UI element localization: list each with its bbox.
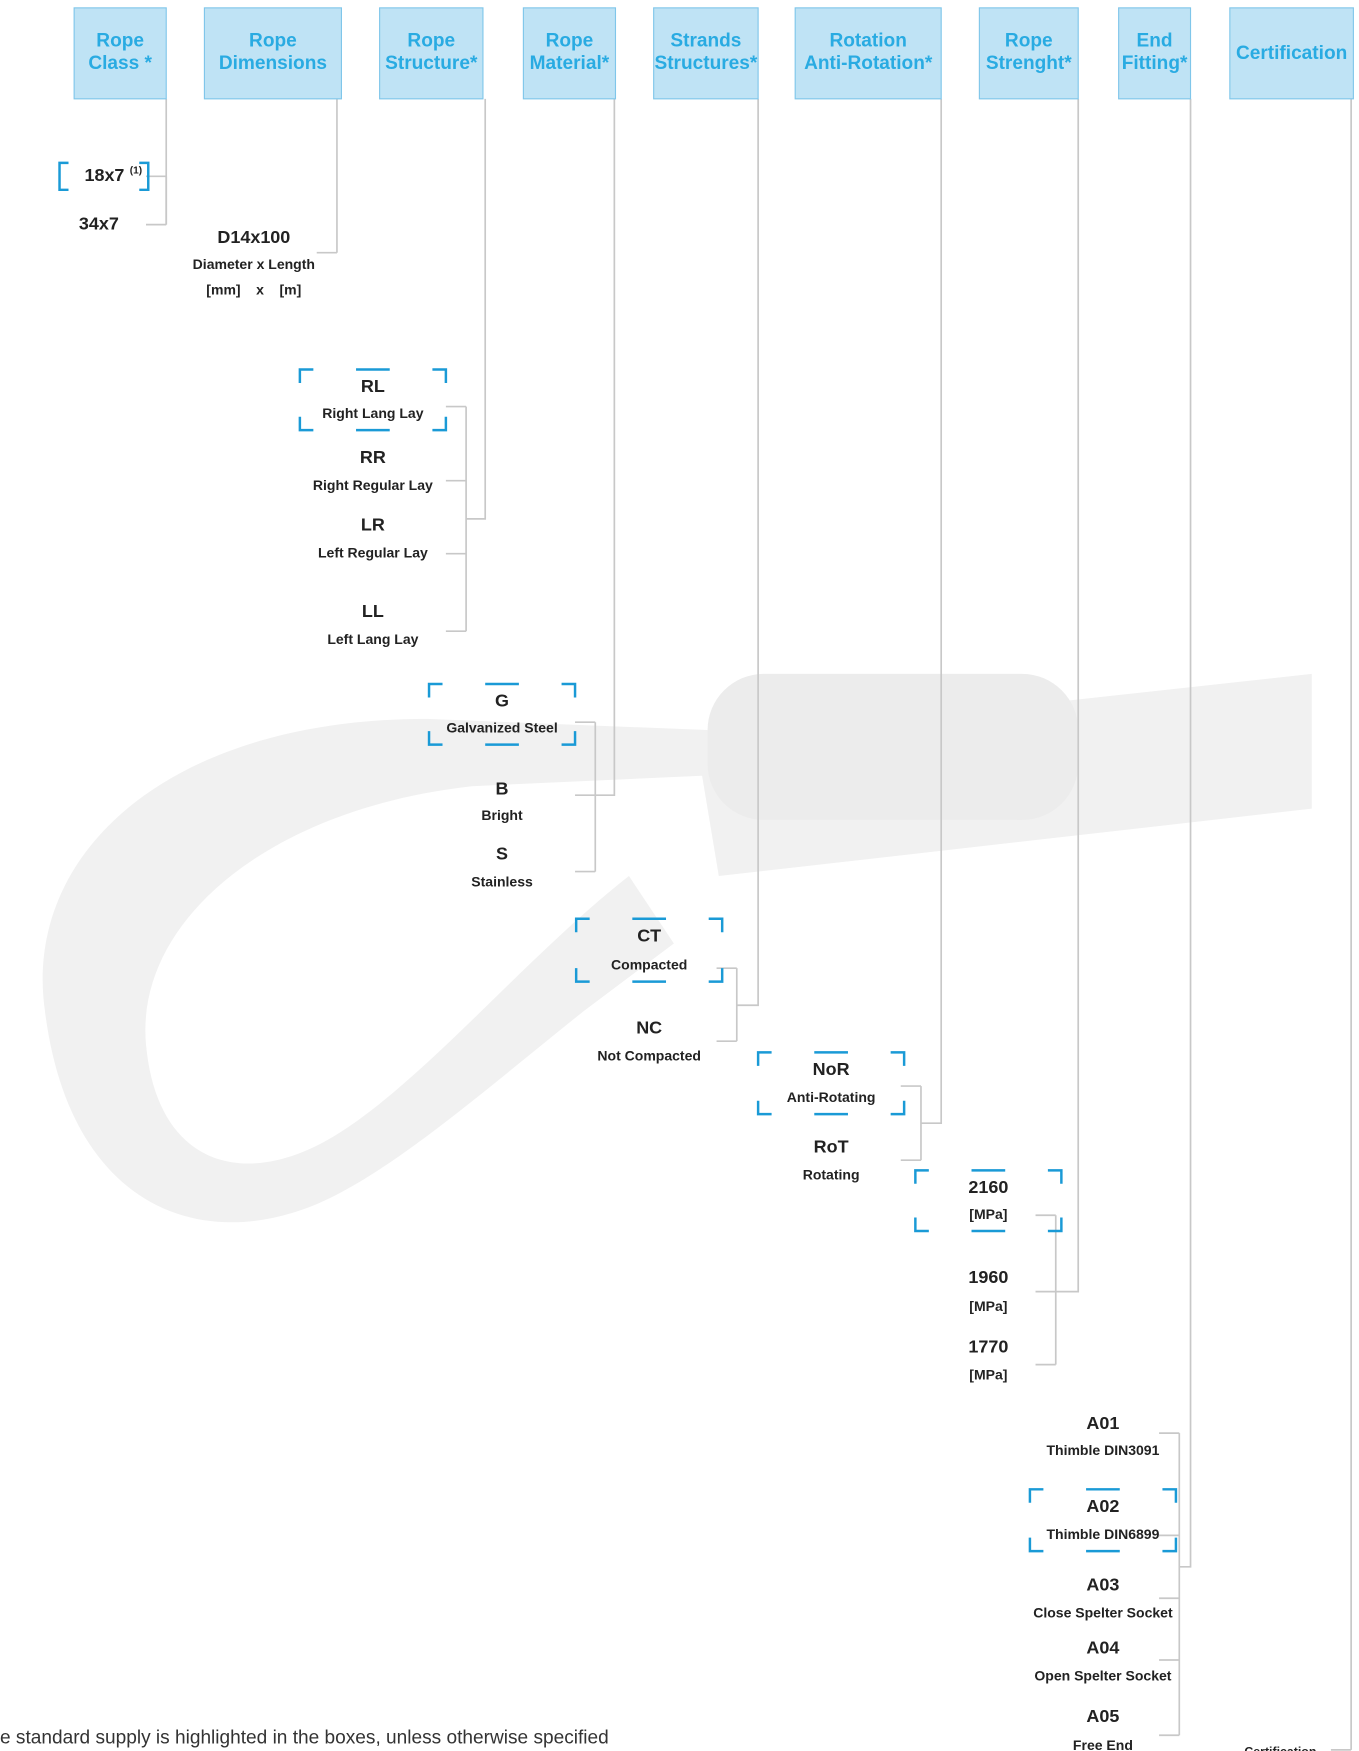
header-label: Fitting* (1122, 53, 1188, 74)
option-desc: Bright (481, 807, 523, 823)
option-code: LR (361, 514, 385, 534)
header-label: Rotation (830, 31, 907, 52)
option-code: B (496, 778, 509, 798)
option-code: G (495, 691, 509, 711)
option-desc: Open Spelter Socket (1034, 1668, 1171, 1684)
header-label: Strands (670, 31, 741, 52)
option-code: 34x7 (79, 213, 119, 233)
option-code: 1770 (968, 1337, 1008, 1357)
page: {"headers": [ {"lines": ["Rope", "Class … (0, 0, 1359, 1751)
header-label: End (1137, 31, 1173, 52)
option-code: A04 (1086, 1638, 1119, 1658)
option-code: A01 (1086, 1413, 1119, 1433)
option-code: RoT (814, 1137, 849, 1157)
connector (595, 99, 614, 795)
option-unit: [mm] x [m] (206, 282, 301, 298)
footnote: e standard supply is highlighted in the … (0, 1728, 609, 1749)
connector (1179, 99, 1190, 1567)
option-desc: Free End (1073, 1737, 1133, 1751)
option-desc: [MPa] (969, 1206, 1007, 1222)
header-label: Material* (530, 53, 610, 74)
option-code: S (496, 843, 508, 863)
option-code: 1960 (968, 1267, 1008, 1287)
diagram: RopeClass *RopeDimensionsRopeStructure*R… (0, 0, 1359, 1751)
option-desc: Diameter x Length (193, 256, 315, 272)
option-desc: Certification (1244, 1744, 1316, 1751)
option-desc: Right Lang Lay (322, 405, 423, 421)
option-desc: [MPa] (969, 1367, 1007, 1383)
option-desc: Not Compacted (597, 1048, 701, 1064)
option-code: RL (361, 376, 385, 396)
option-desc: Thimble DIN6899 (1046, 1526, 1159, 1542)
option-desc: Left Lang Lay (327, 631, 418, 647)
option-note: (1) (130, 165, 142, 176)
header-label: Rope (96, 31, 144, 52)
header-label: Strenght* (986, 53, 1072, 74)
option-code: D14x100 (217, 227, 290, 247)
option-desc: Thimble DIN3091 (1046, 1442, 1159, 1458)
option-desc: Compacted (611, 957, 687, 973)
option-desc: Galvanized Steel (446, 720, 557, 736)
option-desc: Anti-Rotating (787, 1089, 876, 1105)
option-code: LL (362, 601, 384, 621)
option-code: 2160 (968, 1177, 1008, 1197)
header-label: Anti-Rotation* (804, 53, 933, 74)
header-label: Structure* (385, 53, 478, 74)
header-label: Rope (546, 31, 594, 52)
connector (921, 99, 941, 1123)
option-desc: Right Regular Lay (313, 477, 433, 493)
rope-illustration (43, 674, 1312, 1222)
option-code: A02 (1086, 1496, 1119, 1516)
option-code: NoR (813, 1059, 850, 1079)
header-label: Certification (1236, 43, 1347, 64)
option-desc: Left Regular Lay (318, 544, 428, 560)
header-label: Structures* (654, 53, 757, 74)
option-code: 18x7 (84, 165, 124, 185)
header-label: Rope (1005, 31, 1053, 52)
header-label: Rope (249, 31, 297, 52)
header-label: Dimensions (219, 53, 327, 74)
option-desc: Stainless (471, 874, 533, 890)
option-code: NC (636, 1018, 662, 1038)
option-desc: Close Spelter Socket (1033, 1605, 1173, 1621)
option-code: RR (360, 447, 386, 467)
header-label: Class * (88, 53, 152, 74)
option-code: CT (637, 925, 661, 945)
header-label: Rope (407, 31, 455, 52)
option-desc: [MPa] (969, 1298, 1007, 1314)
option-code: A05 (1086, 1706, 1119, 1726)
option-code: A03 (1086, 1575, 1119, 1595)
option-desc: Rotating (803, 1167, 860, 1183)
connector (466, 99, 485, 519)
